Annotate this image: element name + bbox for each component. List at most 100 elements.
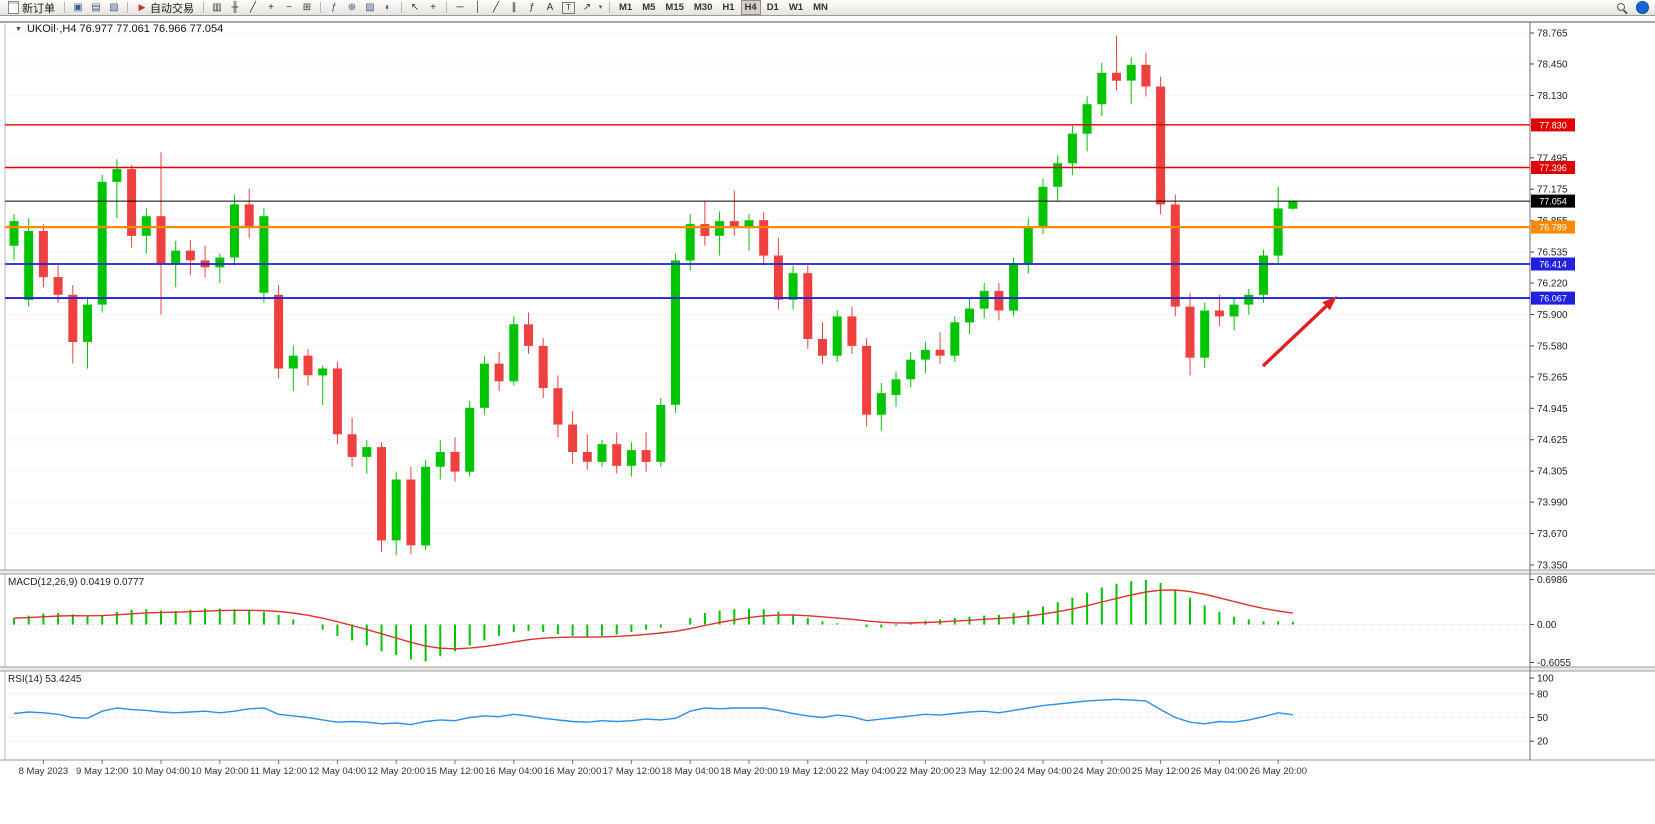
pane-separator[interactable] — [0, 570, 1655, 574]
candle — [112, 169, 122, 182]
candle — [524, 324, 533, 346]
candle — [288, 355, 298, 369]
navigator-icon[interactable]: ▧ — [109, 1, 119, 13]
candle — [1009, 263, 1019, 311]
candle — [465, 407, 475, 472]
candle — [1229, 304, 1239, 317]
candle — [230, 204, 239, 258]
svg-text:76.220: 76.220 — [1537, 279, 1568, 290]
rsi-pane: 100 80 50 20 — [5, 674, 1554, 748]
timeframe-m5[interactable]: M5 — [642, 2, 656, 13]
svg-text:73.990: 73.990 — [1537, 498, 1568, 509]
profiles-icon[interactable]: ▤ — [91, 1, 101, 13]
svg-text:100: 100 — [1537, 674, 1554, 685]
timeframe-h1[interactable]: H1 — [722, 2, 735, 13]
toolbar-separator — [127, 2, 128, 13]
svg-text:74.945: 74.945 — [1537, 404, 1568, 415]
search-icon[interactable] — [1616, 2, 1628, 14]
price-tag — [1531, 291, 1575, 305]
toolbar-separator — [64, 2, 65, 13]
svg-text:75.265: 75.265 — [1537, 372, 1568, 383]
candle — [156, 216, 166, 264]
timeframe-m15[interactable]: M15 — [665, 2, 684, 13]
grid-icon[interactable]: ⊞ — [302, 1, 312, 13]
trendline-tool-icon[interactable]: ╱ — [492, 1, 500, 13]
new-order-label: 新订单 — [22, 2, 55, 15]
timeframe-h4[interactable]: H4 — [740, 0, 761, 15]
timeframe-m30[interactable]: M30 — [693, 2, 713, 13]
candle — [1288, 201, 1298, 209]
candle — [876, 393, 886, 415]
horizontal-line-tool-icon[interactable]: ─ — [456, 1, 464, 13]
candle — [318, 368, 328, 376]
svg-text:20: 20 — [1537, 737, 1549, 748]
crosshair-icon[interactable]: + — [430, 1, 436, 13]
label-tool-icon[interactable]: T — [562, 1, 575, 14]
timeframe-w1[interactable]: W1 — [788, 2, 804, 13]
vertical-line-tool-icon[interactable]: │ — [474, 1, 482, 13]
new-order-button[interactable]: 新订单 — [4, 1, 59, 15]
svg-text:18 May 20:00: 18 May 20:00 — [720, 766, 778, 777]
new-order-icon — [8, 1, 19, 14]
candlestick-chart-icon[interactable]: ╫ — [231, 1, 239, 13]
timeframe-m1[interactable]: M1 — [619, 2, 633, 13]
line-chart-icon[interactable]: ╱ — [249, 1, 257, 13]
chart-window-icon[interactable]: ▣ — [73, 1, 83, 13]
timeframe-mn[interactable]: MN — [813, 2, 828, 13]
candle — [435, 452, 445, 467]
candle — [626, 450, 636, 466]
candle — [127, 169, 137, 236]
candle — [1200, 310, 1210, 358]
bar-chart-icon[interactable]: ▥ — [212, 1, 222, 13]
timeframe-d1[interactable]: D1 — [766, 2, 779, 13]
svg-text:75.580: 75.580 — [1537, 341, 1568, 352]
candle — [759, 220, 769, 256]
period-icon[interactable]: ◐ — [384, 1, 392, 13]
svg-text:76.789: 76.789 — [1539, 223, 1567, 233]
cursor-icon[interactable]: ↖ — [410, 1, 420, 13]
objects-icon[interactable]: ⊕ — [347, 1, 357, 13]
candle — [729, 221, 739, 228]
channel-tool-icon[interactable]: ∥ — [511, 1, 517, 13]
candle — [1053, 163, 1063, 187]
arrow-tool-icon[interactable]: ↗ — [582, 1, 592, 13]
time-axis[interactable]: 8 May 2023 9 May 12:00 10 May 04:00 10 May … — [19, 760, 1307, 777]
candle — [803, 273, 813, 339]
svg-text:8 May 2023: 8 May 2023 — [19, 766, 69, 777]
zoom-in-icon[interactable]: + — [268, 1, 274, 13]
candle — [1038, 186, 1048, 227]
text-tool-icon[interactable]: A — [546, 1, 554, 13]
fibonacci-tool-icon[interactable]: ƒ — [529, 1, 535, 13]
candle — [1156, 86, 1166, 205]
candle — [656, 404, 666, 462]
candle — [1097, 72, 1107, 105]
expand-caret-icon[interactable]: ▼ — [15, 25, 22, 33]
pane-separator[interactable] — [0, 667, 1655, 671]
candle — [1126, 64, 1136, 81]
svg-text:0.00: 0.00 — [1537, 620, 1557, 631]
arrow-annotation[interactable] — [1261, 296, 1337, 368]
svg-text:16 May 04:00: 16 May 04:00 — [485, 766, 543, 777]
candle — [68, 294, 78, 342]
auto-trading-button[interactable]: ▶ 自动交易 — [133, 1, 198, 15]
indicators-icon[interactable]: ƒ — [331, 1, 337, 13]
notification-icon[interactable] — [1636, 1, 1649, 14]
horizontal-lines-layer[interactable]: 77.830 77.396 76.789 76.414 76.067 77.054 — [5, 118, 1575, 305]
svg-text:74.305: 74.305 — [1537, 467, 1568, 478]
arrow-tool-caret-icon[interactable]: ▾ — [598, 3, 603, 11]
price-tag — [1531, 118, 1575, 132]
zoom-out-icon[interactable]: − — [286, 1, 292, 13]
candle — [891, 379, 901, 395]
svg-text:77.495: 77.495 — [1537, 153, 1568, 164]
candle — [671, 260, 680, 405]
candle — [406, 479, 416, 546]
price-tag — [1531, 161, 1575, 174]
svg-text:73.350: 73.350 — [1537, 561, 1568, 572]
candle — [641, 450, 651, 462]
templates-icon[interactable]: ▨ — [365, 1, 375, 13]
svg-text:-0.6055: -0.6055 — [1537, 658, 1571, 669]
candle — [83, 304, 92, 342]
candle — [97, 181, 107, 305]
svg-text:80: 80 — [1537, 689, 1549, 700]
